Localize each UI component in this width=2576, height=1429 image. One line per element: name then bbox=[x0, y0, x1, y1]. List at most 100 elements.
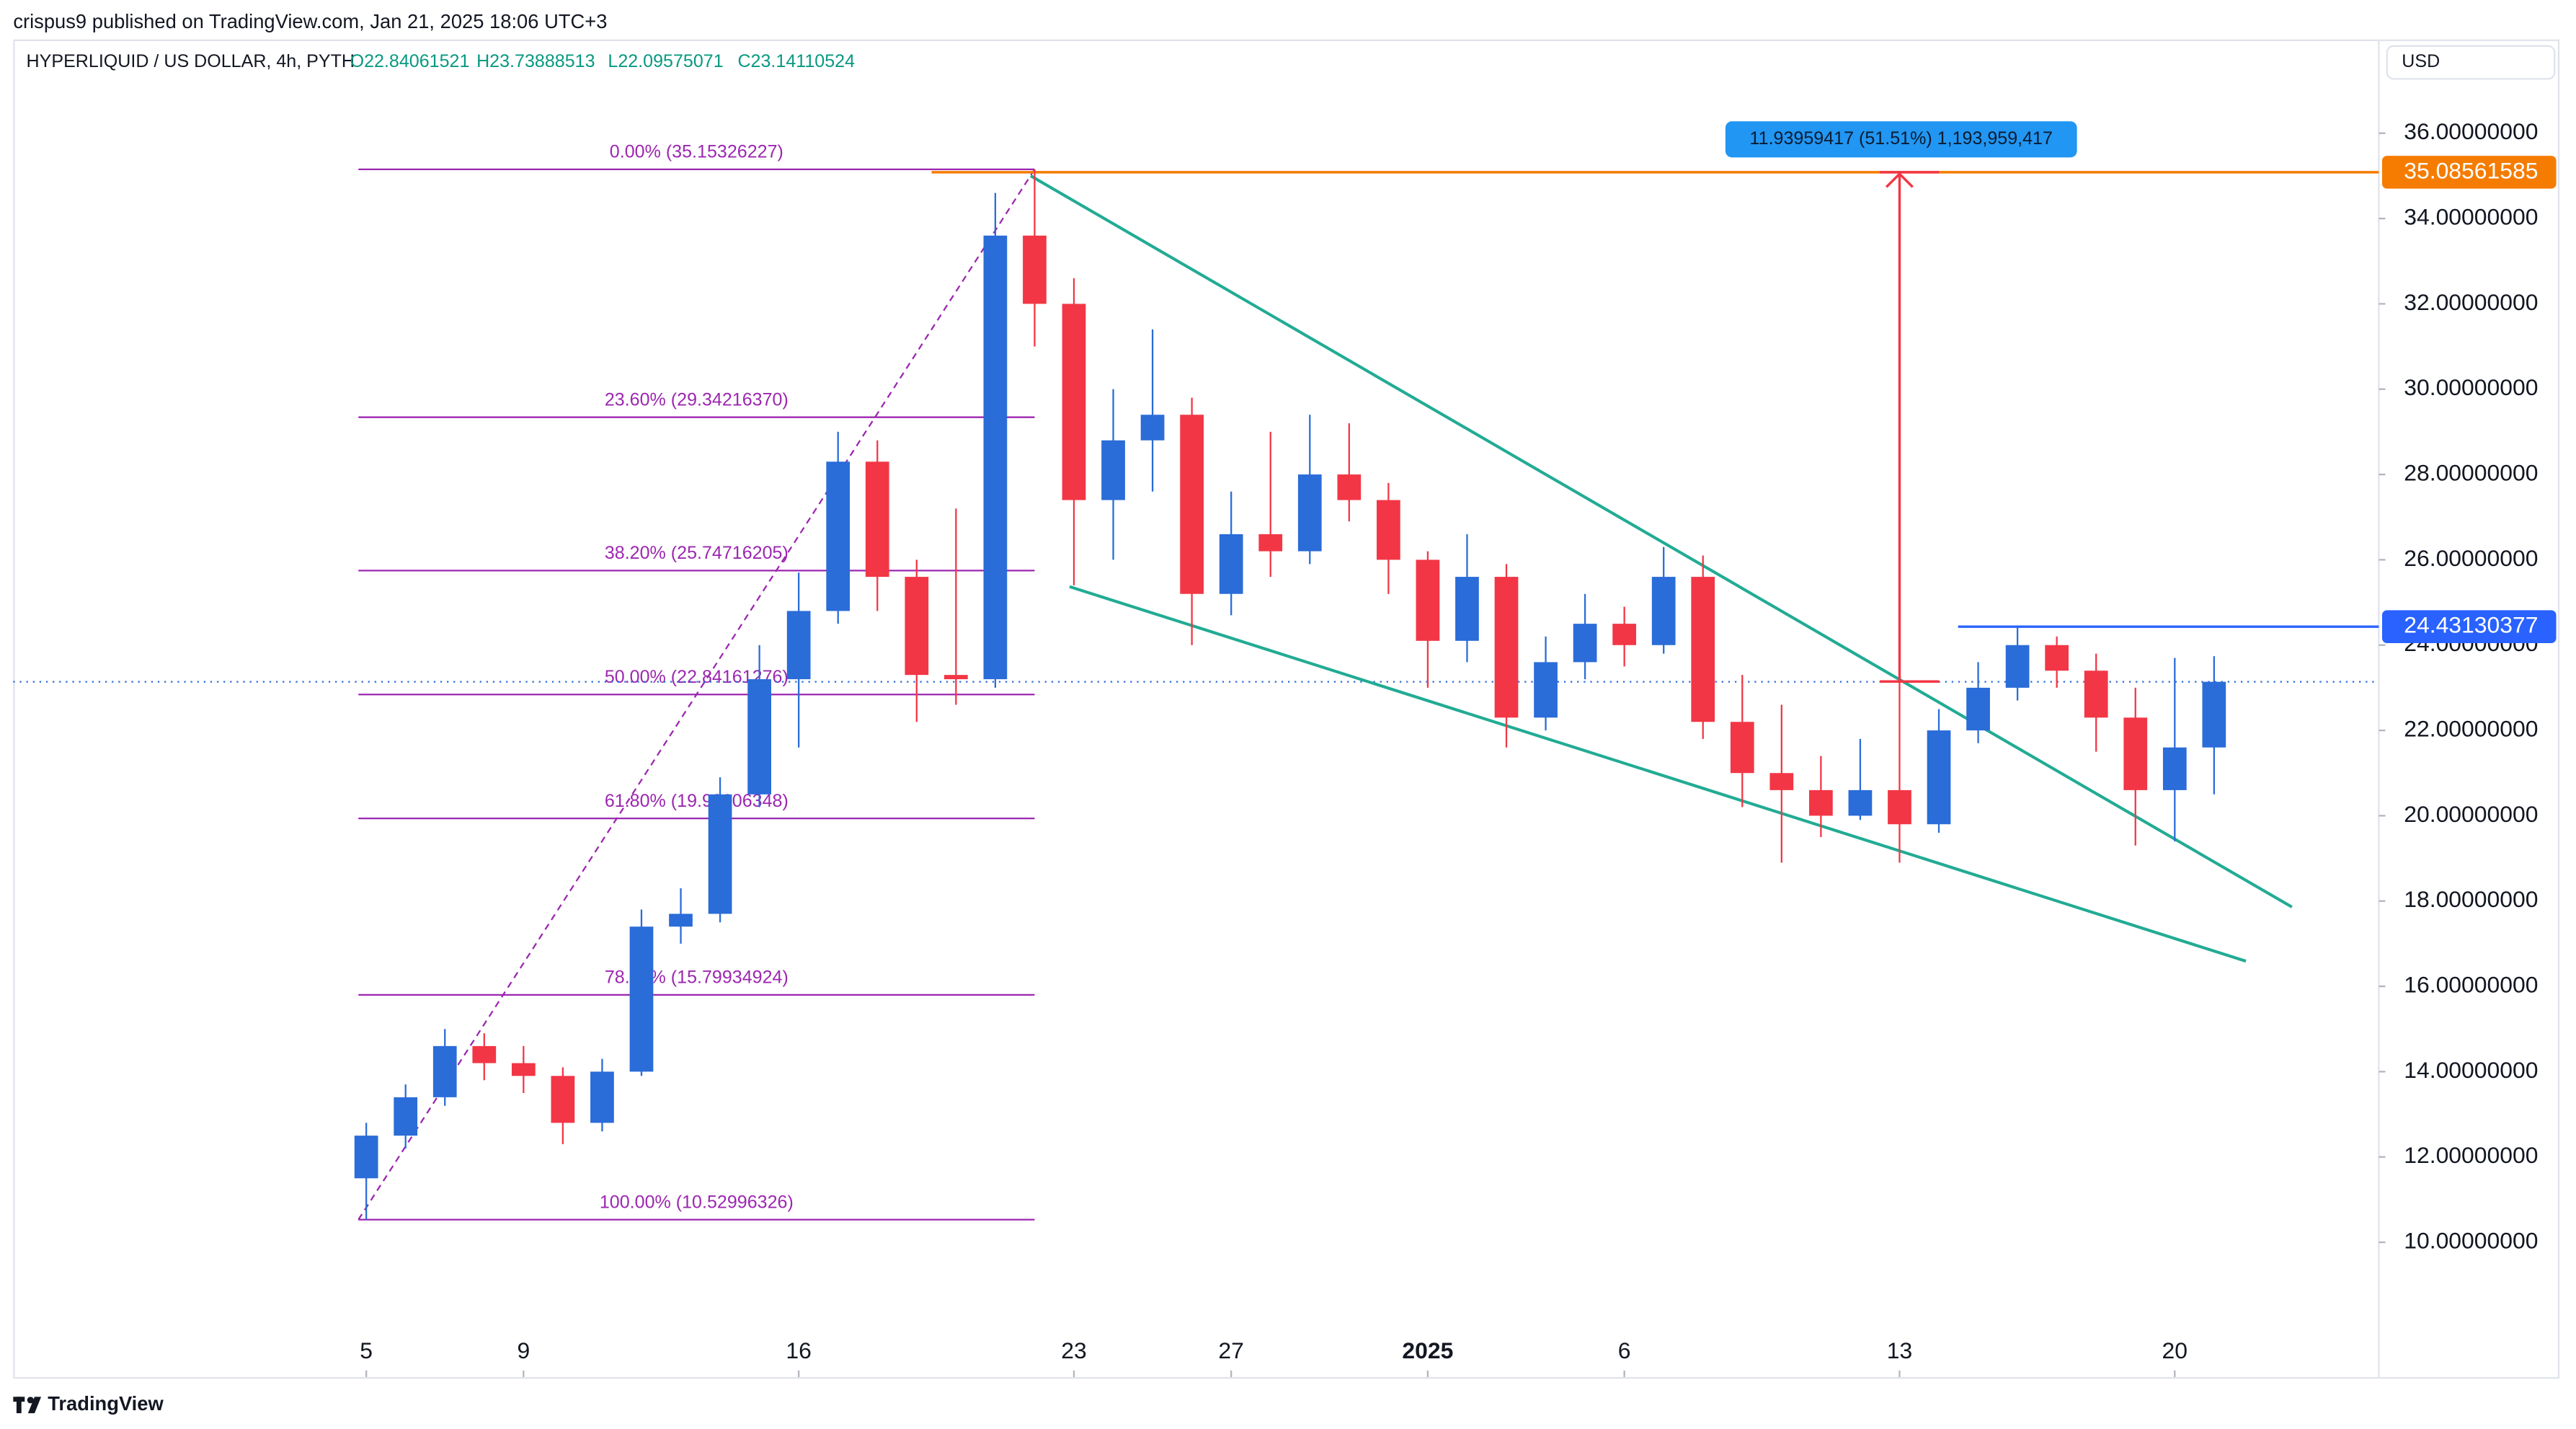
y-tick-label: 34.00000000 bbox=[2404, 204, 2538, 230]
ohlc-open: O22.84061521 bbox=[350, 51, 470, 71]
fib-label: 100.00% (10.52996326) bbox=[600, 1192, 794, 1212]
ohlc-low: L22.09575071 bbox=[608, 51, 723, 71]
logo-part bbox=[16, 1397, 22, 1414]
candle-body bbox=[1612, 624, 1637, 645]
candle-body bbox=[1416, 559, 1440, 641]
candle-body bbox=[1691, 577, 1715, 722]
symbol-line: HYPERLIQUID / US DOLLAR, 4h, PYTH bbox=[27, 51, 355, 71]
measure-box bbox=[1725, 121, 2077, 158]
y-tick-label: 36.00000000 bbox=[2404, 118, 2538, 144]
price-tag-label: 24.43130377 bbox=[2404, 612, 2538, 638]
candle-body bbox=[1769, 773, 1794, 790]
candle-body bbox=[432, 1045, 457, 1097]
candle-body bbox=[905, 577, 929, 676]
candle-body bbox=[1180, 415, 1204, 594]
candle-body bbox=[354, 1136, 378, 1179]
candle-body bbox=[669, 913, 693, 927]
y-tick-label: 32.00000000 bbox=[2404, 289, 2538, 315]
currency-box[interactable] bbox=[2386, 45, 2556, 80]
y-tick-label: 14.00000000 bbox=[2404, 1057, 2538, 1083]
candle-body bbox=[708, 794, 732, 914]
chart-frame bbox=[13, 39, 2560, 1379]
candle-body bbox=[1494, 577, 1519, 718]
candle-body bbox=[1023, 235, 1047, 304]
candle-body bbox=[1219, 534, 1243, 594]
logo-part bbox=[27, 1397, 34, 1404]
candle-body bbox=[2005, 645, 2030, 688]
y-tick-label: 16.00000000 bbox=[2404, 971, 2538, 997]
candle-body bbox=[1573, 624, 1597, 663]
price-tag-label: 35.08561585 bbox=[2404, 157, 2538, 183]
candle-body bbox=[2084, 671, 2108, 718]
y-tick-label: 20.00000000 bbox=[2404, 801, 2538, 827]
ohlc-high: H23.73888513 bbox=[476, 51, 595, 71]
x-tick-label: 5 bbox=[360, 1337, 373, 1363]
candle-body bbox=[1809, 789, 1833, 816]
candle-body bbox=[786, 611, 811, 680]
fib-label: 23.60% (29.34216370) bbox=[605, 390, 789, 410]
published-line: crispus9 published on TradingView.com, J… bbox=[13, 10, 607, 32]
candle-body bbox=[1534, 662, 1558, 718]
candle-body bbox=[2162, 747, 2187, 790]
currency-label: USD bbox=[2402, 51, 2440, 71]
fib-label: 38.20% (25.74716205) bbox=[605, 543, 789, 563]
candle-body bbox=[394, 1097, 418, 1136]
candle-body bbox=[1258, 534, 1283, 552]
measure-label: 11.93959417 (51.51%) 1,193,959,417 bbox=[1750, 128, 2053, 149]
candle-body bbox=[983, 235, 1008, 680]
candle-body bbox=[1730, 722, 1754, 774]
candle-body bbox=[826, 461, 850, 611]
candle-body bbox=[1297, 474, 1322, 552]
candle-body bbox=[1966, 687, 1990, 731]
fib-label: 0.00% (35.15326227) bbox=[610, 142, 783, 162]
candle-body bbox=[1888, 789, 1911, 825]
x-tick-label: 20 bbox=[2162, 1337, 2188, 1363]
candle-body bbox=[511, 1063, 536, 1076]
ohlc-close: C23.14110524 bbox=[737, 51, 855, 71]
x-tick-label: 16 bbox=[786, 1337, 811, 1363]
candle-body bbox=[2045, 645, 2069, 671]
x-tick-label: 23 bbox=[1061, 1337, 1086, 1363]
candle-body bbox=[943, 675, 968, 680]
logo-part bbox=[27, 1397, 42, 1414]
candle-body bbox=[1062, 304, 1086, 500]
x-tick-label: 9 bbox=[517, 1337, 530, 1363]
y-tick-label: 30.00000000 bbox=[2404, 374, 2538, 400]
x-tick-label: 27 bbox=[1218, 1337, 1243, 1363]
candle-body bbox=[1140, 415, 1165, 441]
price-tag bbox=[2381, 156, 2557, 189]
x-tick-label: 13 bbox=[1887, 1337, 1912, 1363]
y-tick-label: 26.00000000 bbox=[2404, 545, 2538, 571]
candle-body bbox=[1927, 730, 1951, 825]
candle-body bbox=[472, 1045, 497, 1063]
brand-name: TradingView bbox=[48, 1392, 164, 1415]
y-tick-label: 12.00000000 bbox=[2404, 1142, 2538, 1168]
wedge-line bbox=[1029, 174, 2293, 908]
y-tick-label: 28.00000000 bbox=[2404, 460, 2538, 486]
candle-body bbox=[590, 1071, 614, 1123]
brand-logo bbox=[13, 1397, 42, 1414]
candle-body bbox=[747, 679, 771, 795]
y-tick-label: 10.00000000 bbox=[2404, 1227, 2538, 1253]
candle-body bbox=[1848, 789, 1873, 816]
price-tag bbox=[2381, 610, 2557, 644]
x-tick-label: 2025 bbox=[1402, 1337, 1453, 1363]
candle-body bbox=[551, 1076, 575, 1123]
candle-body bbox=[1377, 500, 1400, 560]
candle-body bbox=[629, 926, 654, 1072]
candle-body bbox=[1337, 474, 1362, 500]
y-tick-label: 18.00000000 bbox=[2404, 886, 2538, 912]
candle-body bbox=[1651, 577, 1676, 645]
candle-body bbox=[2202, 681, 2226, 748]
fib-trend bbox=[357, 169, 1036, 1221]
candle-body bbox=[1101, 440, 1125, 500]
x-tick-label: 6 bbox=[1618, 1337, 1631, 1363]
measure-arrowhead bbox=[1886, 172, 1914, 188]
candle-body bbox=[1455, 577, 1479, 641]
candle-body bbox=[2123, 717, 2148, 790]
candle-body bbox=[865, 461, 889, 578]
wedge-line bbox=[1069, 585, 2247, 963]
